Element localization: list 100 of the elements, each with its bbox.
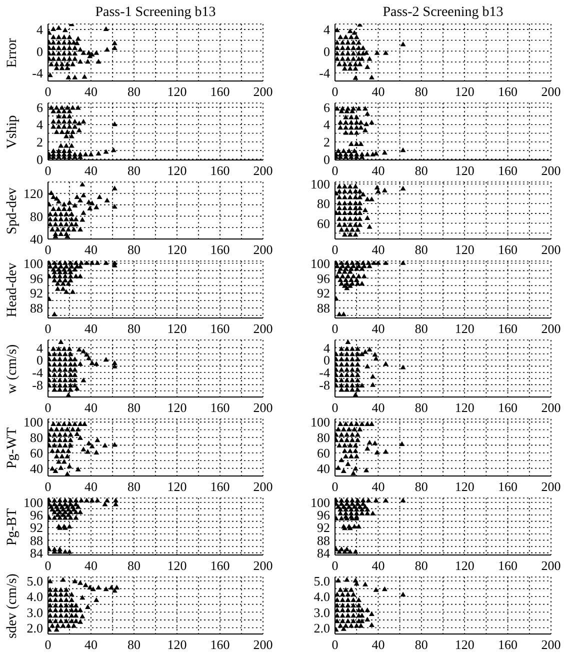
point [350,45,356,50]
y-tick-label: -4 [32,65,44,80]
point [64,471,70,476]
point [48,190,54,195]
point [60,280,66,286]
point [61,50,67,56]
y-tick-label: 100 [24,256,43,271]
point [340,618,346,624]
point [48,211,53,216]
point [52,211,58,216]
point [80,50,86,55]
point [104,498,110,502]
x-tick-label: 40 [84,479,98,494]
point [348,114,354,120]
point [356,45,362,50]
point [62,278,68,282]
point [352,62,358,66]
point [73,509,79,514]
point [348,421,354,426]
point [57,442,63,448]
point [338,623,344,628]
y-tick-label: 100 [24,495,43,510]
point [54,280,60,286]
point [50,50,56,56]
point [352,194,358,200]
point [360,498,366,502]
point [359,266,365,271]
point [364,506,370,512]
point [75,466,81,472]
y-tick-label: 92 [30,286,43,301]
point [340,56,346,61]
point [364,446,370,451]
point [57,278,63,282]
point [357,426,363,432]
point [59,105,65,110]
point [345,612,351,618]
point [400,186,406,190]
point [56,114,62,118]
point [338,421,344,426]
point [352,232,358,237]
x-tick-label: 120 [454,84,474,100]
point [112,45,118,50]
point [72,45,78,50]
point [342,188,348,194]
point [56,45,62,50]
point [338,506,344,512]
point [80,192,86,198]
point [335,106,340,111]
point [335,56,340,61]
point [368,622,374,627]
point [357,216,363,221]
point [56,458,62,464]
point [354,266,360,271]
point [62,432,68,437]
point [335,40,340,45]
point [358,623,364,628]
point [59,62,65,66]
y-tick-label: 2.0 [314,620,330,636]
y-tick-label: -4 [319,65,330,80]
point [50,124,56,129]
x-tick-label: 120 [454,637,474,652]
x-tick-label: 120 [167,321,187,336]
point [340,602,346,608]
point [59,426,65,432]
point [350,367,356,372]
point [48,72,53,78]
point [52,498,58,502]
point [352,148,358,153]
y-tick-label: 80 [317,196,330,212]
point [54,448,60,453]
point [344,285,350,290]
point [364,64,370,70]
point [50,148,56,153]
point [75,426,81,432]
point [70,289,76,294]
point [73,222,79,226]
point [72,421,78,426]
x-tick-label: 40 [84,242,98,258]
point [340,426,346,432]
point [64,216,70,222]
point [344,577,350,582]
point [61,124,67,129]
point [56,56,62,61]
point [52,432,58,437]
point [344,437,350,442]
point [335,592,340,597]
point [66,124,72,129]
point [352,216,358,221]
point [350,356,356,362]
point [347,184,353,188]
point [364,364,370,368]
point [57,432,63,437]
point [357,62,363,66]
point [64,134,70,138]
x-tick-label: 40 [372,479,385,494]
point [364,215,370,220]
point [336,194,342,200]
point [348,124,354,130]
point [348,130,354,135]
x-tick-label: 200 [253,163,273,178]
